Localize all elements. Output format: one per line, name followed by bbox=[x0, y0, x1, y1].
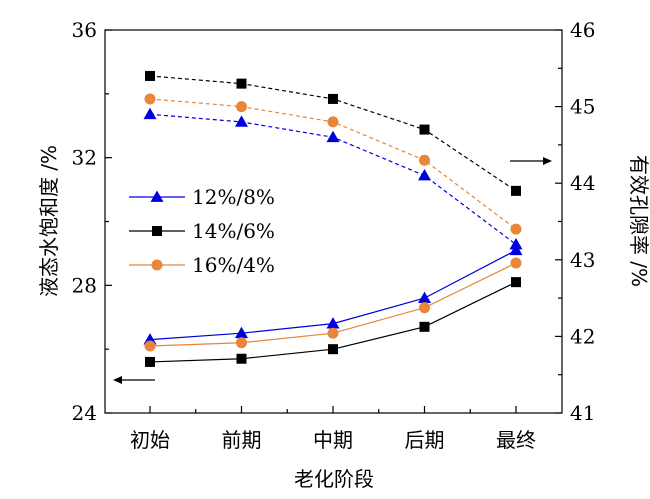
plot-border bbox=[104, 29, 563, 414]
porosity-point bbox=[235, 115, 248, 127]
porosity-point bbox=[511, 185, 521, 196]
porosity-point bbox=[236, 101, 247, 113]
legend-label: 12%/8% bbox=[192, 185, 275, 209]
left-tick-label: 24 bbox=[72, 401, 97, 425]
saturation-point bbox=[236, 353, 247, 364]
saturation-point bbox=[327, 327, 339, 339]
right-tick-label: 46 bbox=[570, 18, 595, 42]
x-tick-label: 中期 bbox=[313, 428, 353, 452]
porosity-point bbox=[143, 107, 157, 120]
porosity-point bbox=[145, 70, 155, 81]
right-tick-label: 45 bbox=[570, 95, 595, 119]
right-tick-label: 41 bbox=[570, 401, 595, 425]
axis-arrows bbox=[113, 157, 552, 384]
series-1 bbox=[145, 70, 521, 367]
porosity-point bbox=[509, 237, 523, 250]
right-axis-arrow-head bbox=[543, 157, 552, 165]
x-tick-label: 后期 bbox=[405, 428, 445, 452]
left-y-axis-title: 液态水饱和度 /% bbox=[37, 145, 61, 297]
left-tick-label: 36 bbox=[72, 18, 97, 42]
legend-item: 14%/6% bbox=[129, 219, 275, 243]
legend-label: 16%/4% bbox=[192, 253, 275, 277]
series-layer bbox=[143, 70, 523, 367]
saturation-point bbox=[509, 243, 523, 256]
x-tick-label: 初始 bbox=[130, 428, 170, 452]
porosity-point bbox=[326, 130, 340, 143]
saturation-point bbox=[145, 356, 155, 367]
saturation-point bbox=[236, 337, 247, 349]
tick-layer: 24 28 32 36 41 42 43 44 45 46 初始 前期 中期 后期 最终 bbox=[72, 18, 596, 452]
saturation-point bbox=[419, 321, 430, 332]
saturation-point bbox=[418, 291, 431, 303]
legend-item: 12%/8% bbox=[129, 185, 275, 209]
saturation-point bbox=[235, 326, 248, 339]
legend: 12%/8% 14%/6% 16%/4% bbox=[129, 185, 275, 277]
saturation-point bbox=[510, 257, 522, 269]
porosity-point bbox=[418, 169, 431, 181]
legend-marker bbox=[150, 190, 164, 202]
right-tick-label: 43 bbox=[570, 248, 595, 272]
porosity-point bbox=[236, 78, 247, 89]
right-tick-label: 44 bbox=[570, 171, 595, 195]
porosity-point bbox=[328, 93, 338, 104]
legend-label: 14%/6% bbox=[192, 219, 275, 243]
x-tick-label: 前期 bbox=[222, 428, 262, 452]
saturation-point bbox=[144, 340, 156, 352]
left-tick-label: 32 bbox=[72, 146, 97, 170]
left-tick-label: 28 bbox=[72, 273, 97, 297]
series-0 bbox=[143, 107, 523, 345]
plot-frame bbox=[104, 29, 563, 414]
porosity-point bbox=[510, 223, 522, 235]
legend-item: 16%/4% bbox=[129, 253, 275, 277]
right-tick-label: 42 bbox=[570, 324, 595, 348]
porosity-point bbox=[419, 154, 430, 166]
saturation-point bbox=[328, 344, 338, 355]
porosity-point bbox=[144, 93, 156, 105]
porosity-point bbox=[419, 124, 430, 135]
legend-marker bbox=[152, 226, 162, 236]
x-tick-label: 最终 bbox=[496, 428, 536, 452]
saturation-point bbox=[419, 302, 430, 314]
right-y-axis-title: 有效孔隙率 /% bbox=[627, 155, 650, 287]
porosity-point bbox=[327, 116, 339, 128]
saturation-point bbox=[326, 317, 340, 329]
left-axis-arrow-head bbox=[113, 376, 122, 384]
legend-marker bbox=[151, 259, 163, 271]
series-2 bbox=[144, 93, 522, 352]
saturation-point bbox=[511, 277, 521, 288]
x-axis-title: 老化阶段 bbox=[294, 467, 374, 491]
